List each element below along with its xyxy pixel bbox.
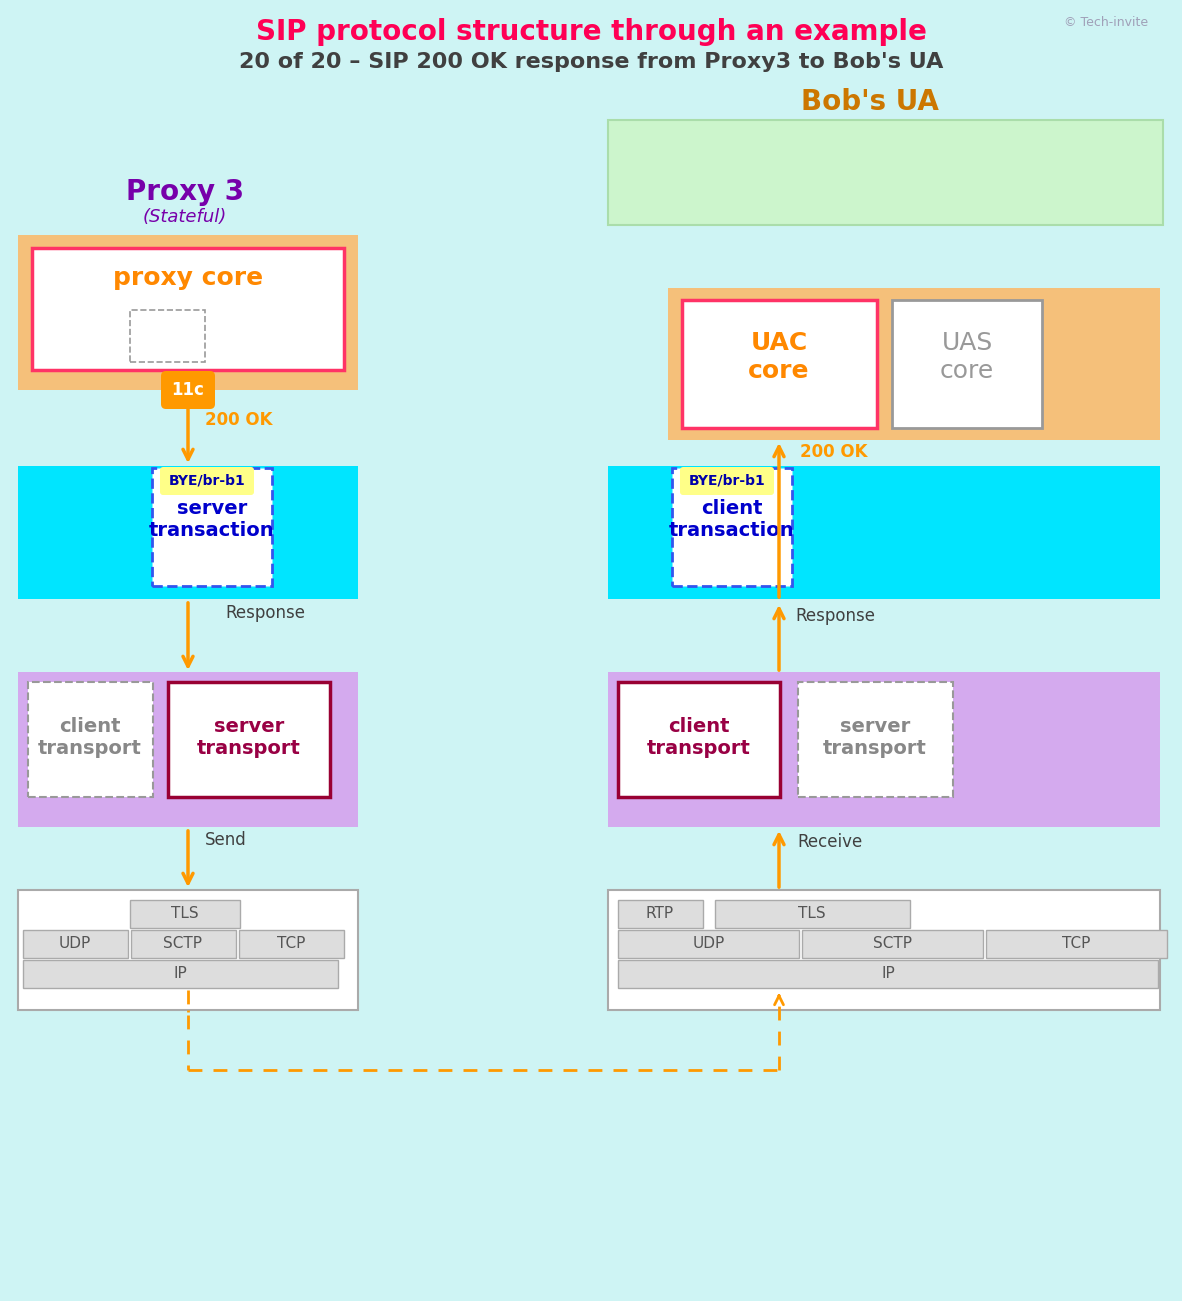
Text: SCTP: SCTP <box>163 937 202 951</box>
Bar <box>608 890 1160 1010</box>
Text: Proxy 3: Proxy 3 <box>126 178 243 206</box>
Text: client
transaction: client transaction <box>669 500 794 540</box>
Text: client
transport: client transport <box>647 717 751 757</box>
Bar <box>715 900 910 928</box>
Text: Send: Send <box>204 831 247 850</box>
Bar <box>803 930 983 958</box>
Text: UDP: UDP <box>693 937 725 951</box>
Bar <box>239 930 344 958</box>
Bar <box>608 466 1160 598</box>
Text: client
transport: client transport <box>38 717 142 757</box>
Bar <box>668 288 1160 440</box>
Bar <box>608 673 1160 827</box>
Text: TLS: TLS <box>798 907 826 921</box>
Text: 200 OK: 200 OK <box>800 444 868 461</box>
Text: TLS: TLS <box>171 907 199 921</box>
Text: TCP: TCP <box>1063 937 1091 951</box>
Text: UAS
core: UAS core <box>940 330 994 382</box>
Bar <box>986 930 1167 958</box>
Bar <box>618 930 799 958</box>
FancyBboxPatch shape <box>160 467 254 494</box>
Text: © Tech-invite: © Tech-invite <box>1064 16 1148 29</box>
Text: BYE/br-b1: BYE/br-b1 <box>689 474 766 488</box>
Bar <box>618 960 1158 987</box>
Bar <box>22 960 338 987</box>
Text: Response: Response <box>225 604 305 622</box>
Text: 20 of 20 – SIP 200 OK response from Proxy3 to Bob's UA: 20 of 20 – SIP 200 OK response from Prox… <box>239 52 943 72</box>
Bar <box>18 673 358 827</box>
Text: proxy core: proxy core <box>113 265 264 290</box>
Text: server
transaction: server transaction <box>149 500 274 540</box>
Text: (Stateful): (Stateful) <box>143 208 227 226</box>
Bar <box>618 900 703 928</box>
FancyBboxPatch shape <box>161 371 215 409</box>
Bar <box>168 682 330 798</box>
Text: SIP protocol structure through an example: SIP protocol structure through an exampl… <box>255 18 927 46</box>
Bar <box>131 930 236 958</box>
Text: 11c: 11c <box>171 381 204 399</box>
Text: TCP: TCP <box>277 937 305 951</box>
Text: Bob's UA: Bob's UA <box>801 88 939 116</box>
Bar <box>892 301 1043 428</box>
Bar <box>32 248 344 369</box>
Text: UAC
core: UAC core <box>748 330 810 382</box>
Bar <box>28 682 152 798</box>
Bar <box>152 468 272 585</box>
Text: RTP: RTP <box>645 907 674 921</box>
Text: UDP: UDP <box>59 937 91 951</box>
Bar <box>682 301 877 428</box>
Text: Response: Response <box>795 608 875 624</box>
Bar <box>22 930 128 958</box>
Text: Receive: Receive <box>797 833 862 851</box>
Bar <box>130 310 204 362</box>
Bar <box>608 120 1163 225</box>
Bar <box>798 682 953 798</box>
Text: 200 OK: 200 OK <box>204 411 273 429</box>
Text: server
transport: server transport <box>823 717 927 757</box>
Bar <box>18 235 358 390</box>
Bar <box>18 890 358 1010</box>
Bar <box>130 900 240 928</box>
Text: IP: IP <box>173 967 187 981</box>
Text: IP: IP <box>881 967 895 981</box>
Text: SCTP: SCTP <box>873 937 913 951</box>
Text: BYE/br-b1: BYE/br-b1 <box>169 474 246 488</box>
Bar <box>618 682 780 798</box>
Bar <box>673 468 792 585</box>
Bar <box>18 466 358 598</box>
FancyBboxPatch shape <box>680 467 774 494</box>
Text: server
transport: server transport <box>197 717 301 757</box>
